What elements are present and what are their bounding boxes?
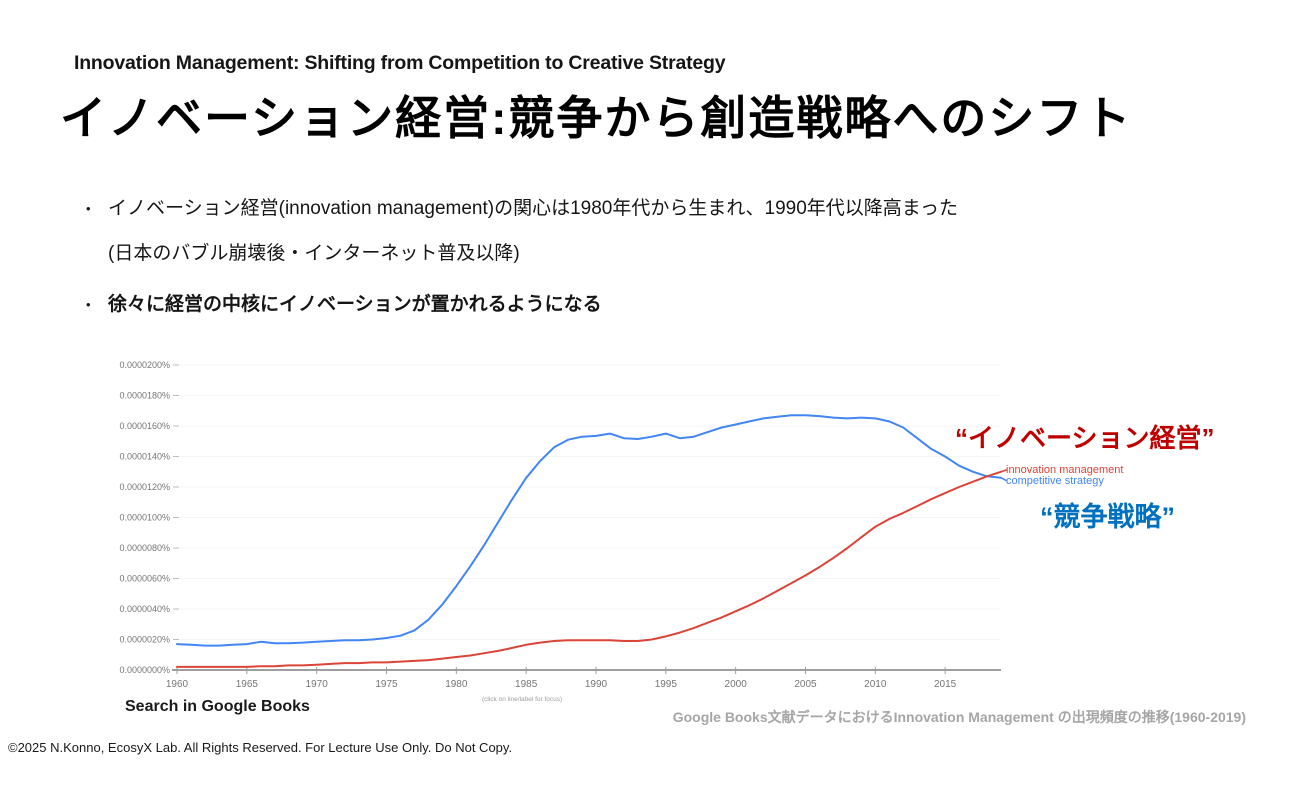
bullet-1-text: イノベーション経営(innovation management)の関心は1980…: [108, 186, 958, 276]
bullet-item-2: • 徐々に経営の中核にイノベーションが置かれるようになる: [86, 282, 1066, 327]
legend-competitive-strategy: competitive strategy: [1006, 475, 1104, 487]
legend-connector-blue: [1000, 477, 1008, 482]
annotation-competitive-strategy-ja: “競争戦略”: [1040, 502, 1175, 532]
click-hint-label: (click on line/label for focus): [482, 696, 563, 703]
x-tick-label: 1970: [306, 679, 329, 690]
bullet-1-line-2: (日本のバブル崩壊後・インターネット普及以降): [108, 243, 520, 264]
x-tick-label: 2015: [934, 679, 957, 690]
x-tick-label: 1960: [166, 679, 189, 690]
y-tick-label: 0.0000180%: [119, 391, 170, 401]
bullet-1-line-1: イノベーション経営(innovation management)の関心は1980…: [108, 198, 959, 219]
y-tick-label: 0.0000020%: [119, 635, 170, 645]
bullet-marker-icon: •: [86, 297, 91, 312]
slide-title-japanese: イノベーション経営:競争から創造戦略へのシフト: [60, 92, 1133, 144]
y-tick-label: 0.0000140%: [119, 452, 170, 462]
legend-connector-red: [1000, 469, 1008, 473]
x-tick-label: 1985: [515, 679, 538, 690]
y-tick-label: 0.0000160%: [119, 421, 170, 431]
y-tick-label: 0.0000060%: [119, 574, 170, 584]
y-tick-label: 0.0000200%: [119, 360, 170, 370]
chart-caption: Google Books文献データにおけるInnovation Manageme…: [672, 709, 1246, 725]
x-tick-label: 1980: [445, 679, 468, 690]
y-tick-label: 0.0000000%: [119, 665, 170, 675]
x-tick-label: 1995: [655, 679, 678, 690]
y-tick-label: 0.0000100%: [119, 513, 170, 523]
annotation-innovation-management-ja: “イノベーション経営”: [955, 423, 1215, 453]
search-in-google-books-label: Search in Google Books: [125, 698, 310, 715]
x-tick-label: 1990: [585, 679, 608, 690]
bullet-2-text: 徐々に経営の中核にイノベーションが置かれるようになる: [108, 294, 602, 315]
copyright-footer: ©2025 N.Konno, EcosyX Lab. All Rights Re…: [8, 740, 513, 755]
x-tick-label: 2000: [725, 679, 748, 690]
series-line-competitive-strategy: [176, 414, 1002, 647]
y-tick-label: 0.0000040%: [119, 604, 170, 614]
x-tick-label: 2005: [794, 679, 817, 690]
legend-innovation-management: innovation management: [1006, 464, 1124, 476]
bullet-item-1: • イノベーション経営(innovation management)の関心は19…: [86, 186, 1066, 276]
ngram-plot: 0.0000200% 0.0000180% 0.0000160% 0.0000140%…: [119, 360, 1008, 690]
ngram-chart: 0.0000200% 0.0000180% 0.0000160% 0.0000140%…: [110, 350, 1300, 700]
slide-title-english: Innovation Management: Shifting from Com…: [74, 52, 726, 74]
x-tick-label: 1965: [236, 679, 259, 690]
y-tick-label: 0.0000080%: [119, 543, 170, 553]
y-tick-label: 0.0000120%: [119, 482, 170, 492]
bullet-marker-icon: •: [86, 201, 91, 216]
x-tick-label: 1975: [375, 679, 398, 690]
series-line-innovation-management: [176, 470, 1002, 668]
bullet-list: • イノベーション経営(innovation management)の関心は19…: [86, 186, 1066, 327]
x-tick-label: 2010: [864, 679, 887, 690]
